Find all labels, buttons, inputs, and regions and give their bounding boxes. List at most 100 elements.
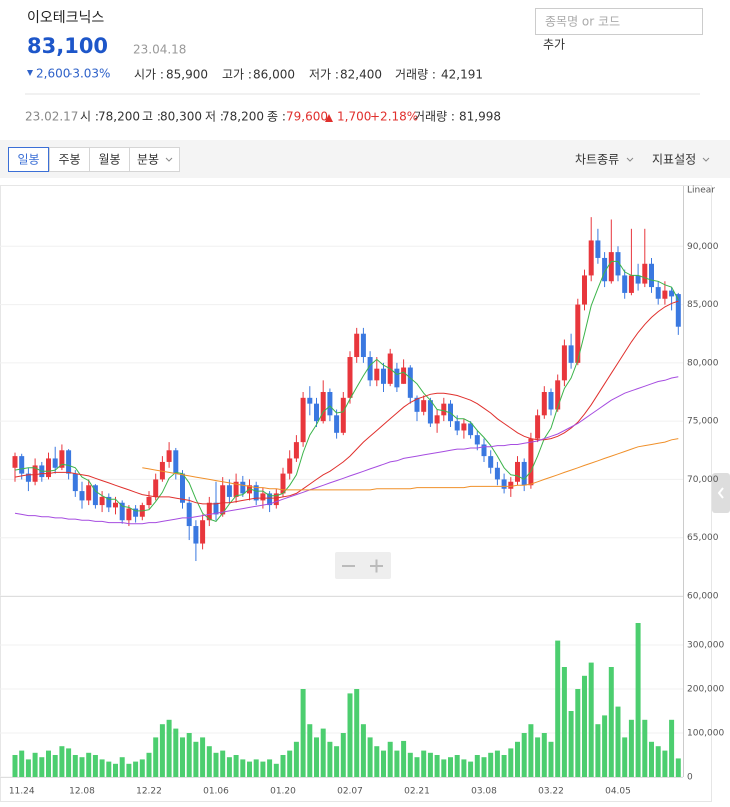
candle-body — [608, 252, 614, 282]
candle-body — [488, 456, 494, 468]
y-tick-label: 0 — [687, 773, 693, 783]
volume-bar — [146, 752, 152, 777]
chart-type-menu[interactable]: 차트종류 — [575, 153, 619, 167]
candle-body — [421, 400, 427, 412]
zoom-in[interactable] — [370, 559, 383, 573]
volume-bar — [561, 667, 567, 777]
volume-bar — [468, 761, 474, 777]
low: 82,400 — [340, 68, 382, 82]
open-label: 시가 : — [134, 68, 164, 82]
y-tick-label: 80,000 — [687, 358, 719, 368]
volume-bar — [39, 757, 45, 777]
volume-bar — [273, 763, 279, 777]
add-button[interactable]: 추가 — [543, 38, 565, 52]
candle-body — [25, 473, 31, 482]
tab-label: 주봉 — [58, 153, 80, 167]
volume-bar — [568, 711, 574, 777]
side-handle[interactable] — [712, 473, 730, 513]
volume-bar — [159, 724, 165, 777]
volume-bar — [334, 746, 340, 777]
candle-body — [535, 415, 541, 439]
hover-high: 80,300 — [160, 110, 202, 124]
volume-bar — [113, 763, 118, 777]
volume-bar — [186, 733, 192, 777]
x-tick-label: 01.20 — [270, 787, 296, 797]
hover-date: 23.02.17 — [25, 110, 78, 124]
volume-bar — [635, 623, 641, 777]
candle-body — [347, 357, 353, 398]
x-tick-label: 02.07 — [337, 787, 363, 797]
candle-body — [541, 392, 547, 416]
candle-body — [367, 357, 373, 381]
candle-body — [126, 508, 132, 521]
x-tick-label: 12.22 — [136, 787, 162, 797]
candle-body — [253, 485, 259, 501]
candle-body — [193, 526, 199, 544]
hover-change: 1,700 — [337, 110, 371, 124]
candle-body — [394, 368, 400, 388]
volume: 42,191 — [441, 68, 483, 82]
volume-bar — [173, 728, 179, 777]
volume-bar — [508, 748, 514, 777]
candle-body — [293, 442, 299, 459]
tab[interactable] — [8, 147, 49, 172]
volume-bar — [267, 759, 273, 777]
down-arrow — [27, 70, 33, 76]
volume-bar — [655, 746, 661, 777]
candle-body — [407, 367, 413, 398]
volume-bar — [481, 757, 487, 777]
volume-bar — [206, 746, 212, 777]
volume-bar — [669, 719, 675, 777]
moving-average — [14, 300, 679, 505]
volume-bar — [515, 741, 520, 777]
chevron — [165, 157, 173, 162]
volume-bar — [588, 662, 594, 777]
x-tick-label: 11.24 — [9, 787, 35, 797]
volume-bar — [675, 758, 681, 777]
volume-bar — [628, 719, 634, 777]
candle-body — [508, 481, 514, 489]
candle-body — [233, 481, 239, 497]
candle-body — [86, 485, 92, 501]
volume-bar — [354, 689, 360, 777]
candle-body — [59, 450, 65, 468]
candle-body — [300, 397, 306, 443]
volume-bar — [427, 752, 433, 777]
chevron — [702, 157, 710, 162]
indicator-menu[interactable]: 지표설정 — [652, 153, 696, 167]
search-box[interactable] — [535, 8, 703, 35]
y-tick-label: 65,000 — [687, 533, 719, 543]
candle-body — [173, 450, 179, 474]
hover-low: 78,200 — [222, 110, 264, 124]
hover-volume: 81,998 — [459, 110, 501, 124]
volume-bar — [247, 761, 252, 777]
volume-bar — [280, 755, 286, 777]
change-pct: -3.03% — [68, 67, 110, 81]
volume-bar — [226, 757, 232, 777]
volume-bar — [300, 689, 306, 777]
tab[interactable] — [49, 147, 90, 172]
volume-bar — [649, 741, 654, 777]
volume-bar — [494, 750, 500, 777]
x-tick-label: 03.08 — [471, 787, 497, 797]
candle-body — [414, 397, 420, 412]
volume-bar — [253, 759, 259, 777]
volume-bar — [548, 741, 554, 777]
volume-label: 거래량 : — [395, 68, 436, 82]
volume-bar — [287, 750, 293, 777]
volume-bar — [12, 755, 18, 777]
candle-body — [595, 240, 601, 258]
candle-body — [548, 392, 554, 410]
volume-bar — [79, 757, 85, 777]
volume-bar — [528, 724, 534, 777]
candle-body — [92, 485, 98, 506]
volume-bar — [642, 719, 648, 777]
volume-bar — [233, 755, 239, 777]
up-arrow — [325, 114, 333, 122]
volume-bar — [407, 752, 413, 777]
date: 23.04.18 — [133, 43, 186, 57]
candle-body — [226, 485, 232, 497]
volume-bar — [387, 741, 393, 777]
volume-bar — [555, 640, 561, 777]
